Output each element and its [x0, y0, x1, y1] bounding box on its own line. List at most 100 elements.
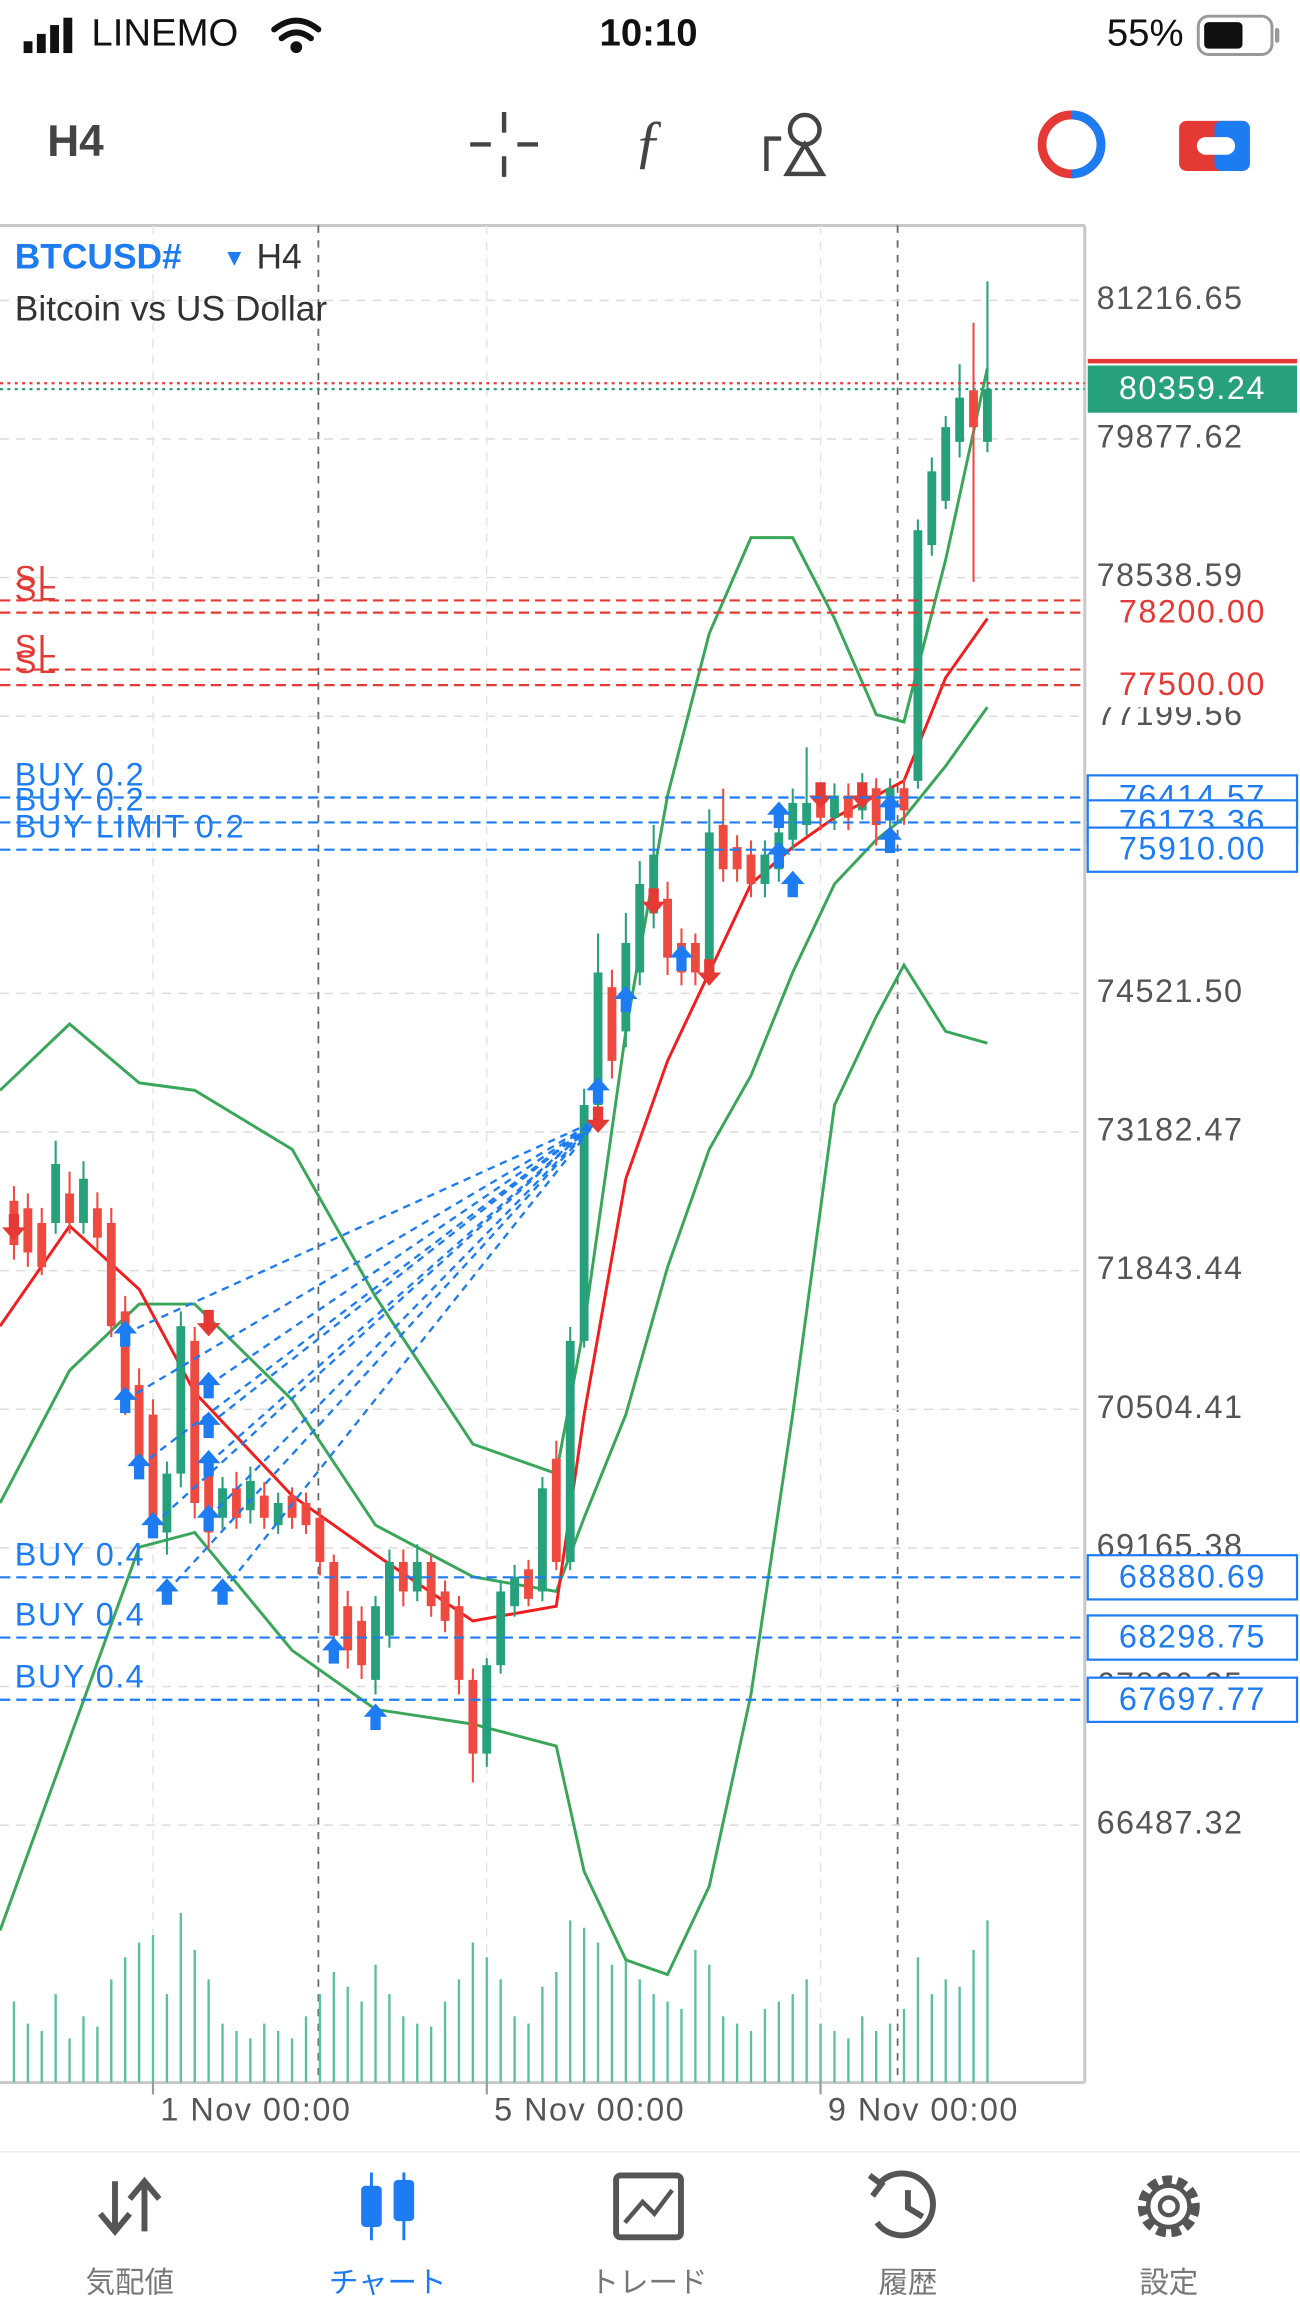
x-tick-label: 9 Nov 00:00 [828, 2092, 1019, 2128]
quotes-tab[interactable]: 気配値 [86, 2176, 174, 2299]
price-box-label: 68880.69 [1119, 1558, 1266, 1594]
candle-body [106, 1222, 116, 1327]
tab-label[interactable]: 履歴 [878, 2266, 937, 2299]
symbol-description: Bitcoin vs US Dollar [15, 289, 328, 328]
price-box-label: 77500.00 [1119, 666, 1266, 702]
buy-marker [767, 801, 791, 828]
price-box [1086, 826, 1299, 873]
candle-body [371, 1606, 380, 1680]
order-label: SL [15, 572, 58, 608]
candle-body [983, 389, 992, 442]
sell-marker [641, 888, 666, 915]
tab-label[interactable]: トレード [590, 2266, 708, 2299]
y-tick-label: 66487.32 [1097, 1805, 1244, 1841]
tab-bar: 気配値 チャート トレード 履歴 設定 [0, 2151, 1300, 2299]
tab-label[interactable]: 気配値 [86, 2266, 174, 2299]
tab-label[interactable]: 設定 [1139, 2266, 1198, 2299]
trade-line [207, 1118, 599, 1465]
price-box [1087, 590, 1298, 635]
chart-tab[interactable]: チャート [329, 2172, 447, 2299]
candle-body [579, 1105, 589, 1341]
indicator-button[interactable]: ƒ [634, 108, 663, 174]
timeframe-button[interactable]: H4 [47, 117, 104, 166]
sell-marker [586, 1106, 610, 1134]
order-label: BUY 0.4 [15, 1596, 145, 1632]
plot-area: 81216.6579877.6278538.5977199.5674521.50… [0, 225, 1299, 2128]
signal-icon [23, 17, 73, 54]
candle-body [440, 1591, 450, 1621]
account-button[interactable] [1179, 120, 1250, 171]
candle-body [496, 1591, 506, 1666]
price-box-label: 68298.75 [1119, 1619, 1266, 1655]
candle-body [690, 942, 700, 973]
crosshair-button[interactable] [470, 112, 538, 177]
symbol-dropdown[interactable]: ▼ [223, 245, 246, 271]
last-price-box [1087, 365, 1298, 413]
tab-label[interactable]: チャート [329, 2266, 447, 2299]
buy-marker [363, 1703, 388, 1730]
candle-body [79, 1178, 88, 1223]
objects-button[interactable] [764, 112, 827, 177]
order-label: BUY 0.4 [15, 1659, 145, 1695]
carrier: LINEMO [91, 11, 238, 54]
candle-body [551, 1458, 561, 1562]
wifi-icon [271, 17, 322, 54]
candle-body [23, 1208, 33, 1253]
candle-body [468, 1679, 478, 1754]
candle-body [704, 832, 714, 973]
settings-tab[interactable]: 設定 [1137, 2175, 1200, 2299]
candle-body [565, 1340, 575, 1562]
candle-body [635, 883, 645, 973]
buy-marker [155, 1578, 179, 1605]
trade-line [207, 1118, 599, 1426]
candle-body [955, 397, 965, 442]
candle-body [245, 1480, 255, 1511]
candle-body [315, 1517, 325, 1562]
battery-percent: 55% [1107, 11, 1184, 54]
candle-body [287, 1495, 297, 1518]
candle-body [649, 854, 659, 914]
candle-body [329, 1561, 339, 1636]
buy-marker [113, 1386, 137, 1414]
candle-body [593, 972, 603, 1106]
buy-marker [878, 794, 902, 821]
y-tick-label: 74521.50 [1097, 973, 1244, 1009]
buy-marker [322, 1637, 346, 1664]
y-tick-label: 73182.47 [1097, 1112, 1244, 1148]
y-tick-label: 78538.59 [1097, 557, 1244, 593]
price-box [1086, 1614, 1299, 1661]
x-tick-label: 5 Nov 00:00 [494, 2092, 685, 2128]
order-label: SL [15, 629, 58, 665]
candle-body [941, 427, 951, 501]
candle-body [190, 1340, 200, 1503]
y-tick-label: 71843.44 [1097, 1250, 1244, 1286]
candle-body [134, 1385, 144, 1459]
candle-body [802, 802, 812, 826]
trade-button[interactable] [1037, 110, 1106, 179]
candle-body [830, 795, 839, 818]
trade-tab[interactable]: トレード [590, 2172, 708, 2299]
indicator-line [0, 962, 988, 1977]
buy-marker [196, 1411, 221, 1439]
x-tick-label: 1 Nov 00:00 [160, 2092, 351, 2128]
candle-body [454, 1606, 464, 1680]
y-tick-label: 70504.41 [1097, 1389, 1244, 1425]
candle-body [913, 530, 923, 781]
candle-body [176, 1326, 186, 1474]
candle-body [482, 1665, 492, 1754]
y-tick-label: 79877.62 [1097, 419, 1244, 455]
candle-body [510, 1576, 520, 1607]
candle-body [663, 898, 672, 958]
candle-body [92, 1208, 102, 1238]
trade-line [166, 1118, 599, 1593]
buy-marker [586, 1077, 610, 1104]
symbol[interactable]: BTCUSD# [15, 238, 182, 277]
history-tab[interactable]: 履歴 [867, 2170, 938, 2299]
order-label: BUY 0.2 [15, 756, 145, 792]
candle-body [969, 390, 978, 428]
buy-marker [141, 1511, 165, 1539]
candle-body [746, 854, 756, 884]
trade-line [138, 1118, 599, 1468]
sell-marker [697, 959, 722, 986]
